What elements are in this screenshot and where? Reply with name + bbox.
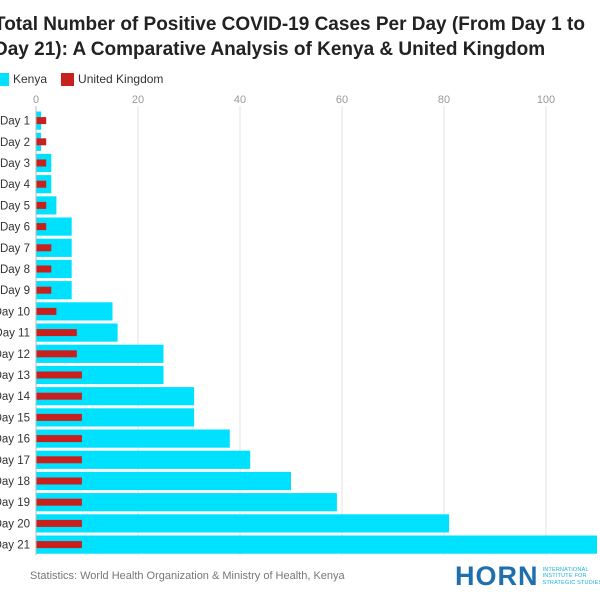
bar-united-kingdom-day-6 xyxy=(36,223,47,231)
bar-kenya-day-15 xyxy=(36,408,195,427)
y-tick-label-day-4: Day 4 xyxy=(0,179,31,191)
bar-kenya-day-14 xyxy=(36,387,195,406)
bar-united-kingdom-day-3 xyxy=(36,159,47,167)
y-tick-label-day-21: Day 21 xyxy=(0,540,30,552)
y-tick-label-day-10: Day 10 xyxy=(0,306,30,318)
y-tick-label-day-8: Day 8 xyxy=(0,264,30,276)
chart-title: Total Number of Positive COVID-19 Cases … xyxy=(0,14,585,60)
bar-united-kingdom-day-13 xyxy=(36,371,82,379)
y-tick-label-day-1: Day 1 xyxy=(0,116,30,128)
y-tick-label-day-12: Day 12 xyxy=(0,349,30,361)
y-tick-label-day-9: Day 9 xyxy=(0,285,30,297)
bar-united-kingdom-day-4 xyxy=(36,180,47,188)
bar-united-kingdom-day-14 xyxy=(36,392,82,400)
bar-united-kingdom-day-21 xyxy=(36,541,82,549)
bar-kenya-day-8 xyxy=(36,259,72,279)
legend-item-kenya[interactable]: Kenya xyxy=(0,72,47,86)
y-tick-label-day-11: Day 11 xyxy=(0,328,30,340)
bar-kenya-day-9 xyxy=(36,281,72,300)
bar-kenya-day-12 xyxy=(36,344,164,363)
horn-logo[interactable]: HORN INTERNATIONAL INSTITUTE FOR STRATEG… xyxy=(455,563,600,590)
y-tick-label-day-5: Day 5 xyxy=(0,200,30,212)
y-tick-label-day-13: Day 13 xyxy=(0,370,30,382)
y-tick-label-day-7: Day 7 xyxy=(0,243,30,255)
x-tick-label-0: 0 xyxy=(33,94,39,106)
bar-kenya-day-13 xyxy=(36,365,164,385)
legend-label-united-kingdom: United Kingdom xyxy=(78,72,164,86)
bar-united-kingdom-day-12 xyxy=(36,350,77,358)
bar-kenya-day-6 xyxy=(36,217,72,236)
logo-wordmark: HORN xyxy=(455,561,539,591)
bar-united-kingdom-day-19 xyxy=(36,498,82,506)
bar-united-kingdom-day-2 xyxy=(36,138,47,146)
bar-united-kingdom-day-8 xyxy=(36,265,52,273)
legend-swatch-kenya xyxy=(0,72,9,86)
bar-united-kingdom-day-7 xyxy=(36,244,52,252)
legend: Kenya United Kingdom xyxy=(0,71,177,87)
bar-united-kingdom-day-16 xyxy=(36,435,82,443)
y-tick-label-day-16: Day 16 xyxy=(0,434,30,446)
bar-united-kingdom-day-9 xyxy=(36,286,52,294)
bar-kenya-day-18 xyxy=(36,471,291,491)
x-tick-label-100: 100 xyxy=(537,94,555,106)
bar-united-kingdom-day-10 xyxy=(36,307,57,315)
x-tick-label-60: 60 xyxy=(336,94,348,106)
bar-kenya-day-16 xyxy=(36,429,230,448)
bar-kenya-day-10 xyxy=(36,302,113,321)
bar-united-kingdom-day-11 xyxy=(36,329,77,337)
bar-united-kingdom-day-18 xyxy=(36,477,82,485)
legend-swatch-united-kingdom xyxy=(61,72,75,86)
legend-label-kenya: Kenya xyxy=(13,72,48,86)
logo-tagline: INTERNATIONAL INSTITUTE FOR STRATEGIC ST… xyxy=(542,566,600,586)
y-tick-label-day-6: Day 6 xyxy=(0,222,30,234)
y-tick-label-day-2: Day 2 xyxy=(0,137,30,149)
source-note: Statistics: World Health Organization & … xyxy=(30,570,345,582)
bar-united-kingdom-day-1 xyxy=(36,117,47,125)
y-tick-label-day-17: Day 17 xyxy=(0,455,30,467)
bar-united-kingdom-day-5 xyxy=(36,201,47,209)
bar-kenya-day-19 xyxy=(36,493,337,512)
x-tick-label-40: 40 xyxy=(234,94,246,106)
y-tick-label-day-3: Day 3 xyxy=(0,158,30,170)
y-tick-label-day-18: Day 18 xyxy=(0,476,30,488)
y-tick-label-day-14: Day 14 xyxy=(0,391,31,403)
x-tick-label-20: 20 xyxy=(132,94,144,106)
bar-kenya-day-7 xyxy=(36,238,72,257)
bar-chart: 0 20 40 60 80 100 Day 1 Day 2 Day 3 Day 4 Day 5 Day… xyxy=(0,94,597,556)
x-tick-label-80: 80 xyxy=(438,94,450,106)
bar-kenya-day-21 xyxy=(36,535,597,554)
legend-item-united-kingdom[interactable]: United Kingdom xyxy=(61,72,163,86)
y-tick-label-day-20: Day 20 xyxy=(0,518,30,530)
bar-kenya-day-17 xyxy=(36,450,251,469)
y-tick-label-day-19: Day 19 xyxy=(0,497,30,509)
bar-united-kingdom-day-17 xyxy=(36,456,82,464)
bar-kenya-day-20 xyxy=(36,514,450,533)
bar-united-kingdom-day-15 xyxy=(36,413,82,421)
y-tick-label-day-15: Day 15 xyxy=(0,412,30,424)
bar-united-kingdom-day-20 xyxy=(36,519,82,527)
